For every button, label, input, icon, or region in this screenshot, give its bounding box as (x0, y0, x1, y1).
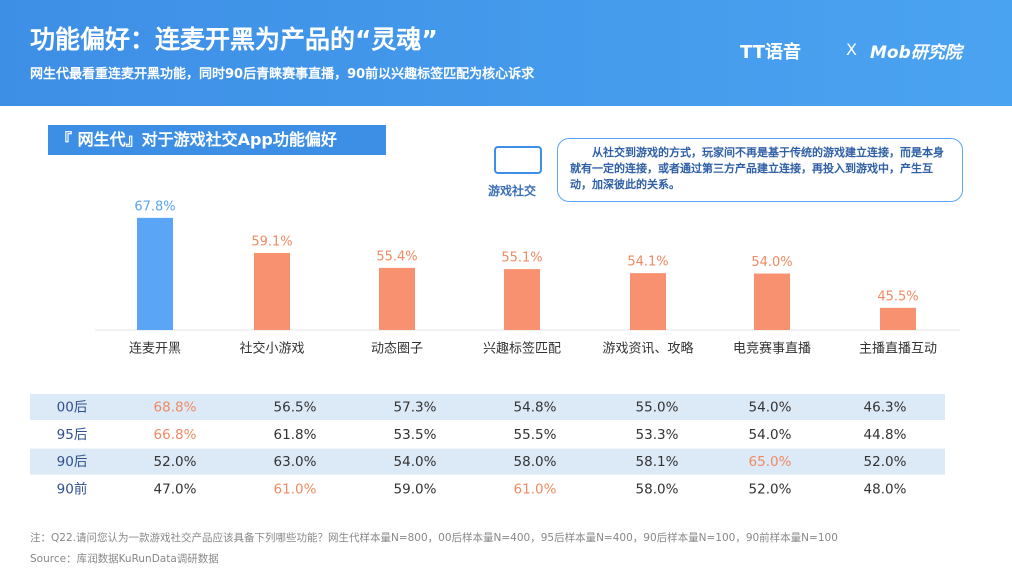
footer-note: 注：Q22.请问您认为一款游戏社交产品应该具备下列哪些功能？网生代样本量N=80… (30, 532, 838, 544)
table-cell: 58.0% (636, 481, 679, 497)
footer-source: Source：库润数据KuRunData调研数据 (30, 553, 219, 565)
row-band (30, 394, 945, 420)
category-label: 社交小游戏 (239, 341, 304, 357)
table-cell: 47.0% (154, 481, 197, 497)
bar (880, 307, 916, 330)
table-cell: 48.0% (864, 481, 907, 497)
brand-left: TT语音 (740, 42, 801, 63)
value-label: 55.1% (501, 251, 542, 266)
table-cell: 63.0% (274, 454, 317, 470)
table-cell: 57.3% (394, 400, 437, 416)
brand-sep: X (846, 40, 857, 59)
row-label: 90前 (57, 480, 88, 497)
table-cell: 46.3% (864, 400, 907, 416)
table-cell: 52.0% (864, 454, 907, 470)
bar (504, 269, 540, 330)
bar (630, 273, 666, 330)
table-cell: 52.0% (749, 481, 792, 497)
bar (137, 217, 173, 330)
table-cell: 52.0% (154, 454, 197, 470)
row-label: 90后 (57, 454, 88, 470)
table-cell: 58.0% (514, 454, 557, 470)
table-cell: 53.5% (394, 427, 437, 443)
category-label: 动态圈子 (371, 342, 423, 357)
category-label: 兴趣标签匹配 (483, 341, 561, 357)
table-cell: 55.5% (514, 427, 557, 443)
table-cell: 55.0% (636, 400, 679, 416)
row-band (30, 448, 945, 475)
subtitle: 网生代最看重连麦开黑功能，同时90后青睐赛事直播，90前以兴趣标签匹配为核心诉求 (30, 67, 535, 82)
table-cell: 61.0% (274, 481, 317, 497)
table-cell: 68.8% (154, 400, 197, 416)
table-cell: 58.1% (636, 454, 679, 470)
table-cell: 53.3% (636, 427, 679, 443)
table-cell: 66.8% (154, 427, 197, 443)
table-cell: 59.0% (394, 481, 437, 497)
brand-right: Mob研究院 (870, 43, 962, 63)
chat-icon (494, 146, 542, 174)
table-cell: 54.0% (749, 400, 792, 416)
bar (379, 267, 415, 330)
value-label: 54.1% (627, 255, 668, 270)
table-cell: 54.0% (749, 427, 792, 443)
category-label: 电竞赛事直播 (733, 341, 811, 357)
category-label: 主播直播互动 (859, 342, 937, 357)
bar (754, 273, 790, 330)
category-label: 连麦开黑 (129, 341, 181, 357)
category-label: 游戏资讯、攻略 (602, 341, 693, 357)
value-label: 67.8% (134, 199, 175, 214)
row-label: 00后 (57, 400, 88, 416)
table-cell: 61.8% (274, 427, 317, 443)
value-label: 54.0% (751, 255, 792, 270)
chart-title: 『 网生代』对于游戏社交App功能偏好 (48, 125, 386, 155)
callout-text: 从社交到游戏的方式，玩家间不再是基于传统的游戏建立连接，而是本身就有一定的连接，… (557, 138, 963, 202)
table-cell: 56.5% (274, 400, 317, 416)
table-cell: 61.0% (514, 481, 557, 497)
callout-label: 游戏社交 (488, 184, 537, 198)
value-label: 59.1% (251, 234, 292, 249)
table-cell: 44.8% (864, 427, 907, 443)
value-label: 55.4% (376, 249, 417, 264)
header-band (0, 0, 1012, 106)
title: 功能偏好：连麦开黑为产品的“灵魂” (30, 25, 438, 54)
table-cell: 54.0% (394, 454, 437, 470)
bar (254, 252, 290, 330)
table-cell: 54.8% (514, 400, 557, 416)
row-label: 95后 (57, 427, 88, 443)
value-label: 45.5% (877, 289, 918, 304)
table-cell: 65.0% (749, 454, 792, 470)
